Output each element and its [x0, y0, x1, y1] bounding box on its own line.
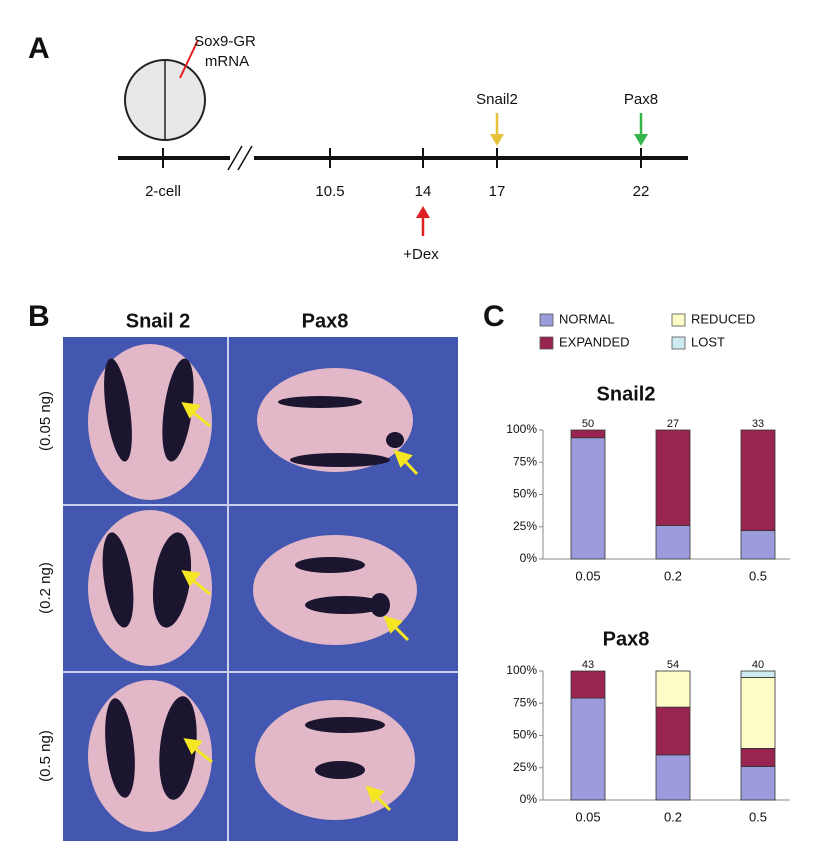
bar-segment [570, 429, 606, 439]
injection-label: Sox9-GR [194, 33, 256, 50]
y-tick-label: 100% [506, 422, 537, 436]
y-tick-label: 75% [513, 454, 537, 468]
marker-label: Snail2 [476, 91, 518, 108]
row-label: (0.5 ng) [37, 730, 54, 782]
legend-label: NORMAL [559, 311, 615, 326]
bar-segment [570, 670, 606, 699]
stage-label: 22 [633, 183, 650, 200]
legend-swatch [671, 313, 686, 327]
bar-segment [655, 706, 691, 756]
bar-segment [655, 429, 691, 526]
break-marks [227, 145, 253, 171]
legend-label: EXPANDED [559, 334, 630, 349]
y-tick-label: 25% [513, 760, 537, 774]
x-tick-label: 0.05 [575, 809, 600, 824]
y-tick-label: 0% [520, 792, 538, 806]
y-tick-label: 50% [513, 487, 537, 501]
row-label: (0.2 ng) [37, 562, 54, 614]
marker-label: Pax8 [624, 91, 658, 108]
n-label: 27 [667, 418, 679, 430]
legend-swatch [539, 336, 554, 350]
dex-arrow [416, 206, 430, 236]
stage-label: 2-cell [145, 183, 181, 200]
chart-title: Snail2 [597, 383, 656, 405]
bar-segment [740, 766, 776, 801]
chart: Pax8 0% 25% 50% 75% 100% 0.05 43 0.2 54 0.5 40 [506, 628, 790, 824]
n-label: 33 [752, 418, 764, 430]
panel-letter: C [483, 300, 505, 333]
injection-needle [179, 39, 199, 79]
marker-arrow [490, 113, 504, 146]
bar-segment [740, 677, 776, 749]
bar-segment [570, 437, 606, 560]
y-tick-label: 100% [506, 663, 537, 677]
stage-label: 14 [415, 183, 432, 200]
x-tick-label: 0.5 [749, 809, 767, 824]
row-label: (0.05 ng) [37, 391, 54, 451]
chart-title: Pax8 [603, 628, 650, 650]
bar-segment [570, 697, 606, 801]
bar-segment [740, 429, 776, 532]
n-label: 40 [752, 659, 764, 671]
bar-segment [655, 754, 691, 801]
x-tick-label: 0.5 [749, 568, 767, 583]
x-tick-label: 0.05 [575, 568, 600, 583]
bar-segment [740, 530, 776, 560]
timeline-ticks [162, 148, 642, 168]
n-label: 54 [667, 659, 679, 671]
column-header: Pax8 [302, 310, 349, 332]
injection-label: mRNA [205, 53, 249, 70]
y-tick-label: 0% [520, 551, 538, 565]
legend-label: REDUCED [691, 311, 755, 326]
bar-segment [740, 748, 776, 767]
panel-letter: A [28, 32, 50, 65]
legend-swatch [671, 336, 686, 350]
timeline-break [230, 148, 254, 168]
stage-label: 10.5 [315, 183, 344, 200]
n-label: 50 [582, 418, 594, 430]
bar-segment [655, 670, 691, 708]
treatment-label: +Dex [403, 246, 439, 263]
n-label: 43 [582, 659, 594, 671]
bar-segment [740, 670, 776, 678]
bar-segment [655, 525, 691, 560]
panel-letter: B [28, 300, 50, 333]
stage-label: 17 [489, 183, 506, 200]
chart: Snail2 0% 25% 50% 75% 100% 0.05 50 0.2 27 0.5 33 [506, 383, 790, 583]
marker-arrow [634, 113, 648, 146]
y-tick-label: 25% [513, 519, 537, 533]
y-tick-label: 50% [513, 728, 537, 742]
x-tick-label: 0.2 [664, 568, 682, 583]
legend-label: LOST [691, 334, 725, 349]
legend: NORMAL EXPANDED REDUCED LOST [539, 311, 755, 350]
embryo-photos [63, 337, 458, 841]
x-tick-label: 0.2 [664, 809, 682, 824]
legend-swatch [539, 313, 554, 327]
y-tick-label: 75% [513, 695, 537, 709]
column-header: Snail 2 [126, 310, 190, 332]
